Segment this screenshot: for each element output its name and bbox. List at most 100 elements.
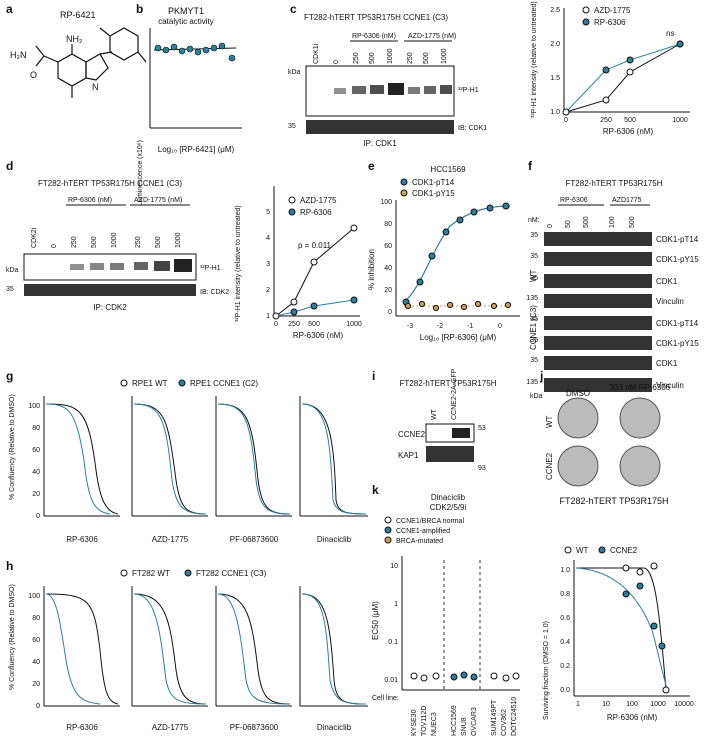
svg-text:OVCAR3: OVCAR3 bbox=[471, 707, 478, 736]
svg-text:20: 20 bbox=[32, 681, 40, 688]
panel-letter-e: e bbox=[368, 159, 375, 173]
panel-letter-f: f bbox=[528, 159, 533, 173]
panel-g-charts: RPE1 WT RPE1 CCNE1 (C2) % Confluency (Re… bbox=[9, 379, 368, 544]
panel-h-charts: FT282 WT FT282 CCNE1 (C3) % Confluency (… bbox=[9, 569, 368, 732]
svg-text:250: 250 bbox=[71, 236, 78, 248]
svg-text:1.0: 1.0 bbox=[560, 567, 570, 574]
panel-k-chart: Dinaciclib CDK2/5/9i CCNE1/BRCA normal C… bbox=[371, 493, 520, 736]
svg-text:40: 40 bbox=[32, 659, 40, 666]
svg-text:35: 35 bbox=[530, 357, 538, 364]
svg-text:1000: 1000 bbox=[346, 321, 362, 328]
svg-text:CDK1-pY15: CDK1-pY15 bbox=[656, 339, 699, 348]
svg-text:500: 500 bbox=[308, 321, 320, 328]
b-title: PKMYT1 bbox=[168, 6, 204, 16]
svg-text:RP-6306: RP-6306 bbox=[560, 197, 588, 204]
svg-text:1: 1 bbox=[576, 701, 580, 708]
svg-text:TOV112D: TOV112D bbox=[421, 706, 428, 736]
c-lane-0: 0 bbox=[333, 60, 340, 64]
svg-text:60: 60 bbox=[32, 447, 40, 454]
panel-c2-chart: 1.0 1.5 2.0 2.5 0 250 500 1000 ³²P-H1 intens… bbox=[531, 1, 690, 136]
panel-f-blot: FT282-hTERT TP53R175H RP-6306 AZD1775 nM… bbox=[526, 179, 699, 400]
svg-text:1000: 1000 bbox=[175, 232, 182, 248]
svg-text:AZD1775: AZD1775 bbox=[612, 197, 642, 204]
svg-text:20: 20 bbox=[384, 287, 392, 294]
svg-text:Vinculin: Vinculin bbox=[656, 381, 684, 390]
panel-letter-c: c bbox=[290, 2, 297, 16]
panel-letter-i: i bbox=[372, 369, 375, 383]
svg-text:CCNE1 (C3): CCNE1 (C3) bbox=[529, 305, 538, 350]
panel-letter-h: h bbox=[6, 559, 13, 573]
svg-text:RPE1 CCNE1 (C2): RPE1 CCNE1 (C2) bbox=[190, 379, 258, 388]
svg-text:93: 93 bbox=[478, 465, 486, 472]
svg-text:Log₁₀ [RP-6306] (μM): Log₁₀ [RP-6306] (μM) bbox=[420, 333, 497, 342]
h2n-label: H₂N bbox=[10, 50, 27, 60]
svg-text:RP-6306: RP-6306 bbox=[66, 723, 98, 732]
svg-text:100: 100 bbox=[28, 593, 40, 600]
svg-text:333 nM RP-6306: 333 nM RP-6306 bbox=[610, 383, 671, 392]
panel-j-plates: DMSO 333 nM RP-6306 WT CCNE2 FT282-hTERT… bbox=[545, 383, 671, 506]
svg-text:CDK1: CDK1 bbox=[656, 359, 678, 368]
svg-text:Cell line:: Cell line: bbox=[372, 695, 399, 702]
svg-text:CCNE1/BRCA normal: CCNE1/BRCA normal bbox=[396, 518, 465, 525]
panel-e-chart: HCC1569 CDK1-pT14 CDK1-pY15 100 80 60 40 2… bbox=[367, 165, 520, 342]
phenyl-ring bbox=[109, 27, 139, 61]
svg-text:5: 5 bbox=[266, 209, 270, 216]
svg-text:Vinculin: Vinculin bbox=[656, 297, 684, 306]
c-grp2: AZD-1775 (nM) bbox=[408, 33, 456, 40]
c-grp1: RP-6306 (nM) bbox=[352, 33, 396, 40]
svg-text:100: 100 bbox=[626, 701, 638, 708]
panel-b-chart: PKMYT1 catalytic activity Luminescence (… bbox=[137, 6, 242, 206]
svg-text:-3: -3 bbox=[407, 323, 413, 330]
svg-text:FT282-hTERT TP53R175H: FT282-hTERT TP53R175H bbox=[559, 496, 668, 506]
svg-text:250: 250 bbox=[135, 236, 142, 248]
svg-text:1.0: 1.0 bbox=[550, 109, 560, 116]
svg-text:80: 80 bbox=[384, 221, 392, 228]
svg-text:4: 4 bbox=[266, 235, 270, 242]
svg-text:1000: 1000 bbox=[441, 48, 448, 64]
svg-text:35: 35 bbox=[530, 337, 538, 344]
svg-text:135: 135 bbox=[526, 295, 538, 302]
svg-text:500: 500 bbox=[423, 52, 430, 64]
svg-text:AZD-1775: AZD-1775 bbox=[152, 535, 189, 544]
svg-text:500: 500 bbox=[583, 216, 590, 228]
b-subtitle: catalytic activity bbox=[158, 17, 214, 26]
svg-text:CDK1-pY15: CDK1-pY15 bbox=[656, 255, 699, 264]
svg-text:WT: WT bbox=[431, 408, 438, 420]
svg-text:kDa: kDa bbox=[530, 393, 543, 400]
panel-letter-k: k bbox=[372, 483, 379, 497]
svg-text:BRCA-mutated: BRCA-mutated bbox=[396, 538, 443, 545]
svg-text:500: 500 bbox=[155, 236, 162, 248]
svg-text:40: 40 bbox=[32, 469, 40, 476]
svg-text:FT282 WT: FT282 WT bbox=[132, 569, 170, 578]
svg-text:2.0: 2.0 bbox=[550, 41, 560, 48]
c-p32-label: ³²P-H1 bbox=[458, 87, 479, 94]
svg-text:1000: 1000 bbox=[111, 232, 118, 248]
svg-text:0: 0 bbox=[388, 309, 392, 316]
svg-text:AZD-1775 (nM): AZD-1775 (nM) bbox=[134, 197, 182, 204]
svg-text:FT282 CCNE1 (C3): FT282 CCNE1 (C3) bbox=[196, 569, 267, 578]
svg-text:CDK2/5/9i: CDK2/5/9i bbox=[430, 503, 467, 512]
svg-text:RPE1 WT: RPE1 WT bbox=[132, 379, 168, 388]
svg-text:WT: WT bbox=[529, 269, 538, 282]
svg-text:10000: 10000 bbox=[674, 701, 694, 708]
svg-text:500: 500 bbox=[629, 216, 636, 228]
svg-text:60: 60 bbox=[32, 637, 40, 644]
svg-text:FT282-hTERT TP53R175H: FT282-hTERT TP53R175H bbox=[400, 379, 497, 388]
svg-text:HCC1569: HCC1569 bbox=[430, 165, 466, 174]
svg-text:CCNE2-2A-GFP: CCNE2-2A-GFP bbox=[451, 368, 458, 420]
svg-text:CCNE1-amplified: CCNE1-amplified bbox=[396, 528, 450, 535]
o-label: O bbox=[30, 70, 37, 80]
svg-text:CDK1-pY15: CDK1-pY15 bbox=[412, 189, 455, 198]
panel-c-blot: FT282-hTERT TP53R175H CCNE1 (C3) RP-6306… bbox=[288, 13, 487, 148]
panel-d-blot: FT282-hTERT TP53R175H CCNE1 (C3) RP-6306… bbox=[6, 179, 229, 312]
svg-text:2.5: 2.5 bbox=[550, 7, 560, 14]
panel-letter-d: d bbox=[6, 159, 13, 173]
svg-text:IB: CDK2: IB: CDK2 bbox=[200, 289, 229, 296]
svg-text:IP: CDK2: IP: CDK2 bbox=[93, 303, 127, 312]
svg-text:0: 0 bbox=[547, 224, 554, 228]
svg-text:WT: WT bbox=[545, 415, 554, 428]
svg-text:CDK1-pT14: CDK1-pT14 bbox=[656, 235, 699, 244]
c2-ylabel: ³²P-H1 intensity (relative to untreated) bbox=[531, 1, 538, 118]
svg-text:AZD-1775: AZD-1775 bbox=[300, 196, 337, 205]
svg-text:1000: 1000 bbox=[672, 117, 688, 124]
